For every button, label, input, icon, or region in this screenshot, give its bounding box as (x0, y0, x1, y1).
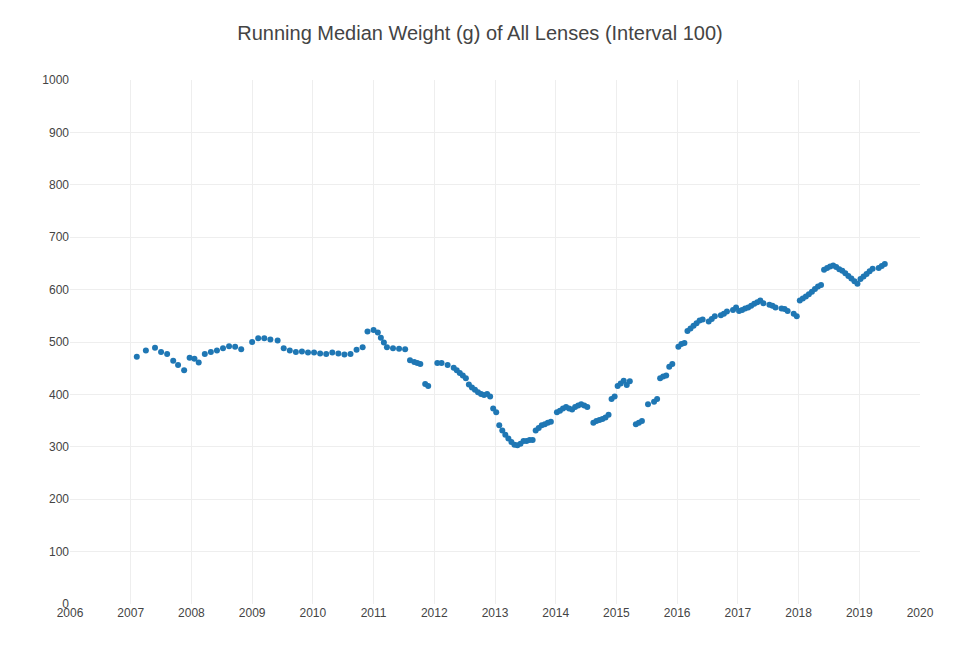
svg-text:800: 800 (49, 178, 69, 192)
svg-text:2009: 2009 (239, 606, 266, 620)
svg-text:1000: 1000 (42, 73, 69, 87)
svg-text:700: 700 (49, 230, 69, 244)
svg-text:600: 600 (49, 283, 69, 297)
svg-text:2020: 2020 (907, 606, 934, 620)
svg-text:2018: 2018 (785, 606, 812, 620)
svg-text:0: 0 (62, 597, 69, 611)
svg-text:2012: 2012 (421, 606, 448, 620)
svg-text:2008: 2008 (178, 606, 205, 620)
svg-text:2016: 2016 (664, 606, 691, 620)
svg-text:Running Median Weight (g) of A: Running Median Weight (g) of All Lenses … (237, 22, 722, 44)
svg-text:400: 400 (49, 388, 69, 402)
svg-text:2019: 2019 (846, 606, 873, 620)
svg-text:2006: 2006 (57, 606, 84, 620)
svg-text:2014: 2014 (542, 606, 569, 620)
svg-text:2011: 2011 (361, 606, 387, 620)
svg-text:2007: 2007 (117, 606, 144, 620)
svg-text:300: 300 (49, 440, 69, 454)
svg-text:2015: 2015 (603, 606, 630, 620)
svg-text:2010: 2010 (300, 606, 327, 620)
svg-text:500: 500 (49, 335, 69, 349)
svg-text:900: 900 (49, 126, 69, 140)
svg-text:2017: 2017 (725, 606, 752, 620)
svg-text:100: 100 (49, 545, 69, 559)
svg-text:200: 200 (49, 492, 69, 506)
svg-text:2013: 2013 (482, 606, 509, 620)
